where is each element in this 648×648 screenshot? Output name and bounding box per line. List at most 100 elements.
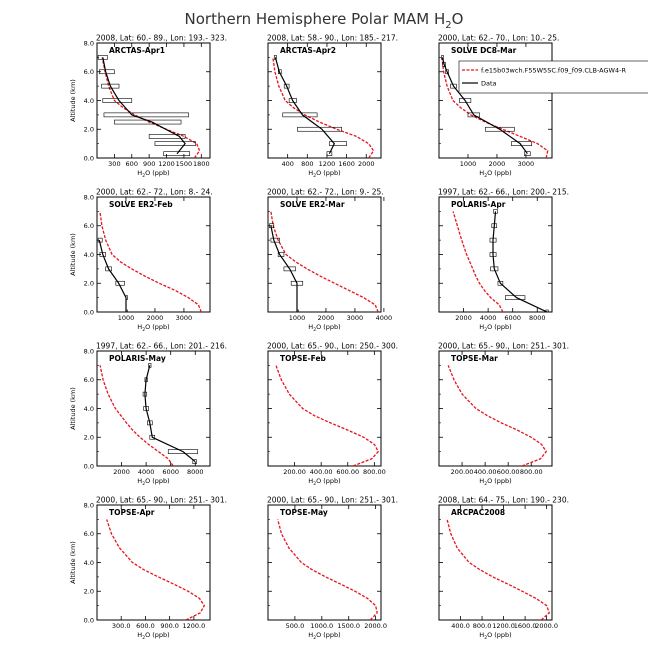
obs-error-box [167, 449, 199, 454]
obs-error-box [467, 112, 480, 118]
plot-area [106, 519, 206, 620]
x-tick-label: 200.00 [451, 468, 474, 476]
x-tick-label: 1000 [118, 314, 135, 322]
obs-profile-line [102, 57, 186, 155]
y-tick-label: 0.0 [84, 154, 94, 162]
panel-header: 2000, Lat: 65.- 90., Lon: 251.- 301. [438, 342, 569, 351]
plot-area [275, 365, 380, 466]
plot-area [99, 363, 199, 466]
campaign-label: TOPSE-Feb [280, 354, 327, 363]
panel-frame [438, 42, 553, 159]
x-tick-label: 4000 [480, 314, 497, 322]
obs-error-box [485, 126, 515, 132]
plot-area [272, 55, 375, 158]
model-profile-line [272, 57, 375, 158]
legend: f.e15b03wch.F55W5SC.f09_f09.CLB-AGW4-R Da… [458, 60, 648, 94]
obs-profile-line [274, 57, 336, 154]
x-tick-label: 8000 [529, 314, 546, 322]
y-axis-label: Altitude (km) [69, 387, 77, 430]
panel-header: 2000, Lat: 65.- 90., Lon: 251.- 301. [267, 496, 398, 505]
model-profile-line [447, 365, 547, 466]
panel-frame [267, 350, 382, 467]
panel-3: 2000, Lat: 62.- 70., Lon: 10.- 25. SOLVE … [438, 34, 559, 180]
x-tick-label: 3000 [518, 160, 535, 168]
x-tick-label: 6000 [162, 468, 179, 476]
panel-11: 2000, Lat: 65.- 90., Lon: 251.- 301. TOPS… [267, 496, 398, 642]
x-tick-label: 600 [126, 160, 138, 168]
x-tick-label: 400 [281, 160, 293, 168]
x-tick-label: 2000.0 [535, 622, 558, 630]
x-tick-label: 800 [301, 160, 313, 168]
x-tick-label: 300 [108, 160, 120, 168]
obs-error-box [296, 309, 299, 312]
x-tick-label: 400.0 [451, 622, 470, 630]
x-tick-label: 400.00 [474, 468, 497, 476]
x-tick-label: 2000.0 [364, 622, 387, 630]
obs-error-box [545, 309, 549, 312]
x-tick-label: 600.00 [336, 468, 359, 476]
campaign-label: SOLVE ER2-Feb [109, 200, 173, 209]
campaign-label: POLARIS-May [109, 354, 166, 363]
x-tick-label: 2000 [455, 314, 472, 322]
panel-6: 1997, Lat: 62.- 66., Lon: 200.- 215. POLA… [438, 188, 569, 334]
x-tick-label: 1200.0 [182, 622, 205, 630]
campaign-label: TOPSE-Apr [109, 508, 155, 517]
x-tick-label: 1000 [289, 314, 306, 322]
obs-error-box [148, 134, 186, 139]
y-tick-label: 4.0 [84, 405, 94, 413]
plot-area [97, 55, 201, 158]
x-tick-label: 3000 [176, 314, 193, 322]
obs-profile-line [144, 365, 196, 463]
obs-error-box [154, 141, 196, 146]
panel-header: 2000, Lat: 62.- 72., Lon: 8.- 24. [96, 188, 213, 197]
campaign-label: TOPSE-Mar [451, 354, 498, 363]
x-axis-label: H2O (ppb) [137, 477, 169, 487]
panel-grid: 2008, Lat: 60.- 89., Lon: 193.- 323. ARCT… [69, 34, 648, 642]
y-tick-label: 6.0 [84, 530, 94, 538]
x-tick-label: 1800 [193, 160, 210, 168]
obs-profile-line [441, 57, 528, 155]
model-profile-line [275, 365, 380, 466]
obs-error-box [99, 69, 115, 75]
panel-8: 2000, Lat: 65.- 90., Lon: 250.- 300. TOPS… [267, 342, 398, 488]
x-axis-label: H2O (ppb) [479, 169, 511, 179]
plot-area [97, 211, 202, 312]
y-axis-label: Altitude (km) [69, 79, 77, 122]
obs-error-box [101, 83, 120, 89]
panel-5: 2000, Lat: 62.- 72., Lon: 9.- 25. SOLVE E… [267, 188, 392, 334]
obs-error-box [458, 98, 472, 103]
campaign-label: TOPSE-May [280, 508, 328, 517]
plot-area [277, 519, 378, 620]
plot-area [269, 211, 379, 312]
x-tick-label: 200.00 [283, 468, 306, 476]
panel-header: 2000, Lat: 62.- 72., Lon: 9.- 25. [267, 188, 384, 197]
figure-title: Northern Hemisphere Polar MAM H2O [185, 10, 464, 31]
x-tick-label: 1200 [319, 160, 336, 168]
y-tick-label: 6.0 [84, 376, 94, 384]
obs-profile-line [270, 225, 298, 312]
x-tick-label: 800.0 [473, 622, 492, 630]
obs-error-box [283, 266, 296, 272]
x-tick-label: 6000 [504, 314, 521, 322]
y-tick-label: 0.0 [84, 462, 94, 470]
y-tick-label: 2.0 [84, 280, 94, 288]
obs-error-box [105, 266, 112, 272]
x-tick-label: 2000 [113, 468, 130, 476]
obs-error-box [505, 295, 526, 300]
panel-12: 2008, Lat: 64.- 75., Lon: 190.- 230. ARCP… [438, 496, 569, 642]
panel-header: 2000, Lat: 62.- 70., Lon: 10.- 25. [438, 34, 559, 43]
y-tick-label: 8.0 [84, 39, 94, 47]
obs-profile-line [492, 211, 548, 312]
x-tick-label: 900 [143, 160, 155, 168]
obs-error-box [497, 280, 504, 286]
legend-model-label: f.e15b03wch.F55W5SC.f09_f09.CLB-AGW4-R [481, 67, 626, 75]
x-tick-label: 600.0 [136, 622, 155, 630]
obs-error-box [283, 83, 290, 89]
x-axis-label: H2O (ppb) [308, 169, 340, 179]
campaign-label: POLARIS-Apr [451, 200, 506, 209]
panel-frame [438, 504, 553, 621]
x-axis-label: H2O (ppb) [137, 169, 169, 179]
x-tick-label: 1200 [158, 160, 175, 168]
obs-error-box [103, 112, 189, 118]
